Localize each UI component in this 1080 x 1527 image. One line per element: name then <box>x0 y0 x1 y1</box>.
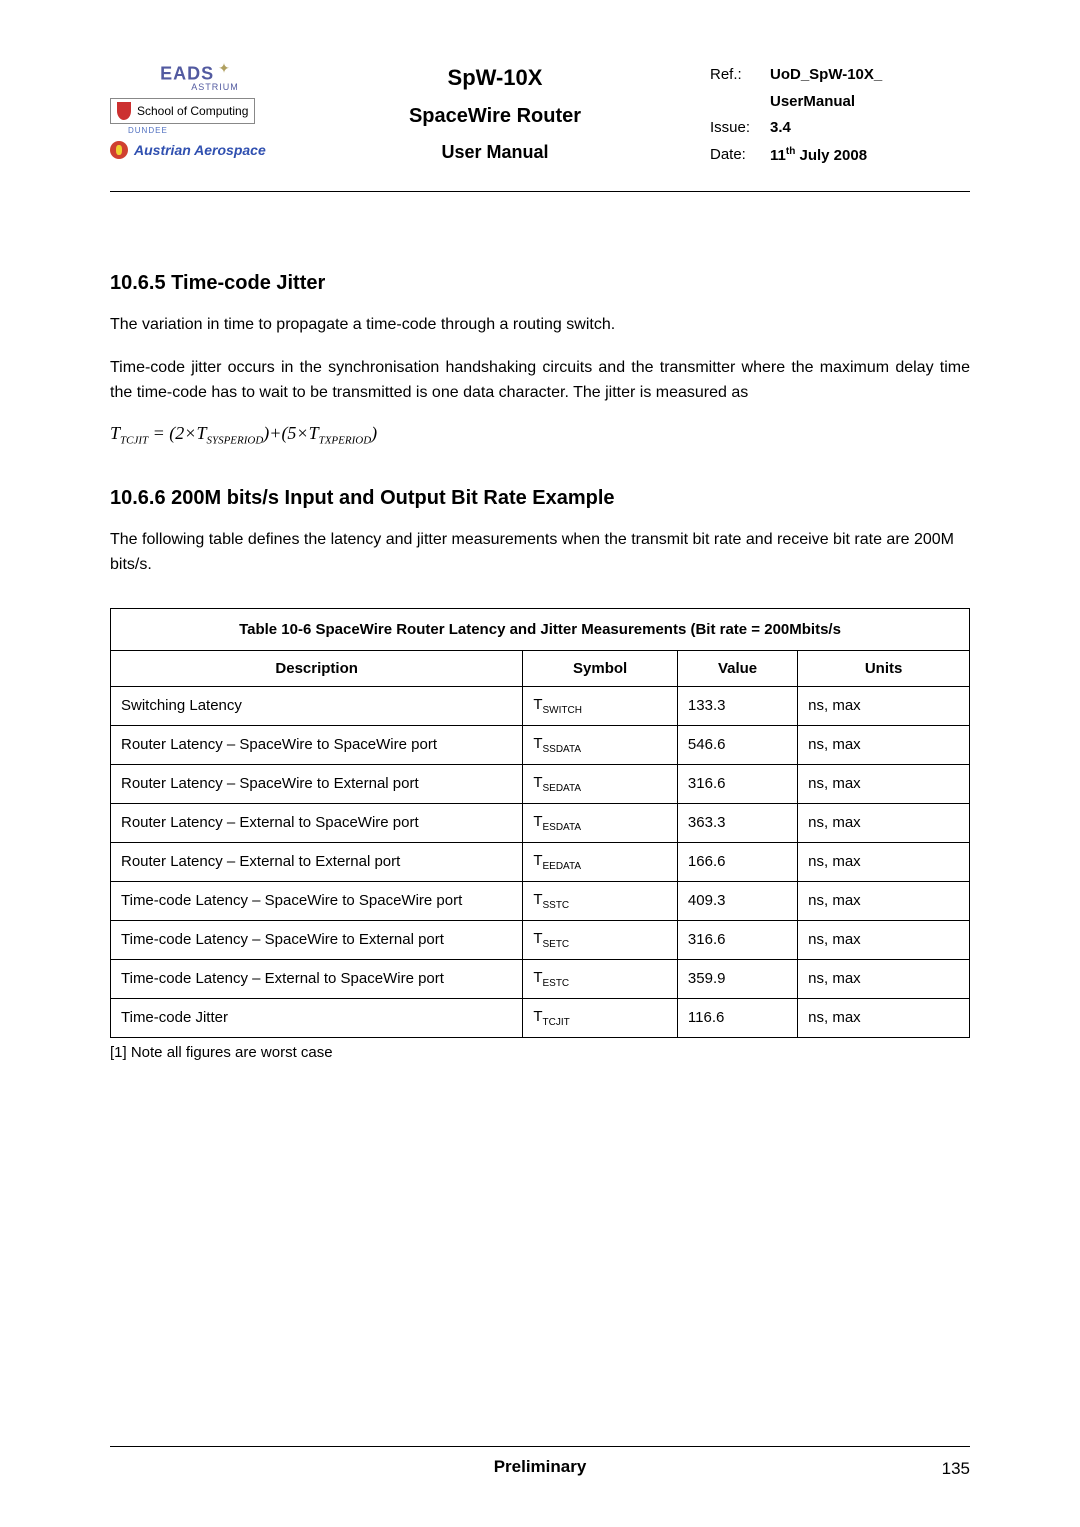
header-meta: Ref.: UoD_SpW-10X_ UserManual Issue: 3.4… <box>710 60 970 171</box>
table-title: Table 10-6 SpaceWire Router Latency and … <box>111 608 970 650</box>
cell-desc: Router Latency – SpaceWire to External p… <box>111 764 523 803</box>
cell-symbol: TSEDATA <box>523 764 678 803</box>
para-2: Time-code jitter occurs in the synchroni… <box>110 356 970 406</box>
date-value: 11th July 2008 <box>770 144 867 168</box>
cell-value: 546.6 <box>677 725 797 764</box>
cell-value: 363.3 <box>677 803 797 842</box>
cell-desc: Switching Latency <box>111 686 523 725</box>
table-row: Router Latency – External to External po… <box>111 842 970 881</box>
eads-logo: EADS✦ ASTRIUM <box>110 60 280 92</box>
para-3: The following table defines the latency … <box>110 528 970 578</box>
cell-value: 116.6 <box>677 998 797 1037</box>
cell-desc: Router Latency – External to SpaceWire p… <box>111 803 523 842</box>
th-desc: Description <box>111 650 523 686</box>
para-1: The variation in time to propagate a tim… <box>110 313 970 338</box>
date-label: Date: <box>710 144 770 168</box>
table-note: [1] Note all figures are worst case <box>110 1044 970 1061</box>
cell-desc: Time-code Latency – External to SpaceWir… <box>111 959 523 998</box>
cell-desc: Time-code Latency – SpaceWire to SpaceWi… <box>111 881 523 920</box>
austrian-text: Austrian Aerospace <box>134 142 266 158</box>
cell-value: 316.6 <box>677 764 797 803</box>
cell-units: ns, max <box>798 803 970 842</box>
cell-symbol: TSETC <box>523 920 678 959</box>
cell-units: ns, max <box>798 959 970 998</box>
table-row: Router Latency – External to SpaceWire p… <box>111 803 970 842</box>
cell-symbol: TTCJIT <box>523 998 678 1037</box>
cell-desc: Router Latency – SpaceWire to SpaceWire … <box>111 725 523 764</box>
star-icon: ✦ <box>218 60 230 76</box>
footer-text: Preliminary <box>110 1457 970 1477</box>
shield-icon <box>117 102 131 120</box>
ref-label: Ref.: <box>710 64 770 87</box>
table-row: Time-code Latency – External to SpaceWir… <box>111 959 970 998</box>
table-row: Time-code Latency – SpaceWire to Externa… <box>111 920 970 959</box>
latency-table: Table 10-6 SpaceWire Router Latency and … <box>110 608 970 1038</box>
eads-text: EADS <box>160 63 214 83</box>
ref-value-1: UoD_SpW-10X_ <box>770 64 882 87</box>
cell-symbol: TEEDATA <box>523 842 678 881</box>
cell-symbol: TSSTC <box>523 881 678 920</box>
cell-units: ns, max <box>798 920 970 959</box>
th-value: Value <box>677 650 797 686</box>
issue-label: Issue: <box>710 117 770 140</box>
title-1: SpW-10X <box>300 65 690 91</box>
cell-desc: Router Latency – External to External po… <box>111 842 523 881</box>
table-row: Switching LatencyTSWITCH133.3ns, max <box>111 686 970 725</box>
page-header: EADS✦ ASTRIUM School of Computing DUNDEE… <box>110 60 970 192</box>
austrian-icon <box>110 141 128 159</box>
page-footer: Preliminary 135 <box>110 1446 970 1477</box>
table-row: Router Latency – SpaceWire to External p… <box>111 764 970 803</box>
section-heading-1: 10.6.5 Time-code Jitter <box>110 272 970 295</box>
cell-units: ns, max <box>798 842 970 881</box>
logo-block: EADS✦ ASTRIUM School of Computing DUNDEE… <box>110 60 280 159</box>
header-title-block: SpW-10X SpaceWire Router User Manual <box>280 60 710 177</box>
dundee-text: DUNDEE <box>128 126 280 135</box>
cell-value: 359.9 <box>677 959 797 998</box>
issue-value: 3.4 <box>770 117 791 140</box>
cell-desc: Time-code Jitter <box>111 998 523 1037</box>
title-2: SpaceWire Router <box>300 105 690 128</box>
formula: TTCJIT = (2×TSYSPERIOD)+(5×TTXPERIOD) <box>110 423 970 447</box>
cell-units: ns, max <box>798 881 970 920</box>
cell-value: 409.3 <box>677 881 797 920</box>
cell-units: ns, max <box>798 725 970 764</box>
page-number: 135 <box>942 1459 970 1479</box>
cell-symbol: TSWITCH <box>523 686 678 725</box>
th-units: Units <box>798 650 970 686</box>
cell-value: 133.3 <box>677 686 797 725</box>
section-heading-2: 10.6.6 200M bits/s Input and Output Bit … <box>110 487 970 510</box>
cell-units: ns, max <box>798 764 970 803</box>
cell-symbol: TSSDATA <box>523 725 678 764</box>
school-text: School of Computing <box>137 104 248 118</box>
table-row: Time-code Latency – SpaceWire to SpaceWi… <box>111 881 970 920</box>
cell-units: ns, max <box>798 686 970 725</box>
cell-symbol: TESTC <box>523 959 678 998</box>
astrium-text: ASTRIUM <box>191 82 239 92</box>
cell-value: 166.6 <box>677 842 797 881</box>
school-block: School of Computing <box>110 98 255 124</box>
cell-units: ns, max <box>798 998 970 1037</box>
th-symbol: Symbol <box>523 650 678 686</box>
cell-desc: Time-code Latency – SpaceWire to Externa… <box>111 920 523 959</box>
austrian-block: Austrian Aerospace <box>110 141 280 159</box>
cell-value: 316.6 <box>677 920 797 959</box>
ref-value-2: UserManual <box>770 91 855 114</box>
table-row: Router Latency – SpaceWire to SpaceWire … <box>111 725 970 764</box>
cell-symbol: TESDATA <box>523 803 678 842</box>
title-3: User Manual <box>300 142 690 163</box>
table-row: Time-code JitterTTCJIT116.6ns, max <box>111 998 970 1037</box>
